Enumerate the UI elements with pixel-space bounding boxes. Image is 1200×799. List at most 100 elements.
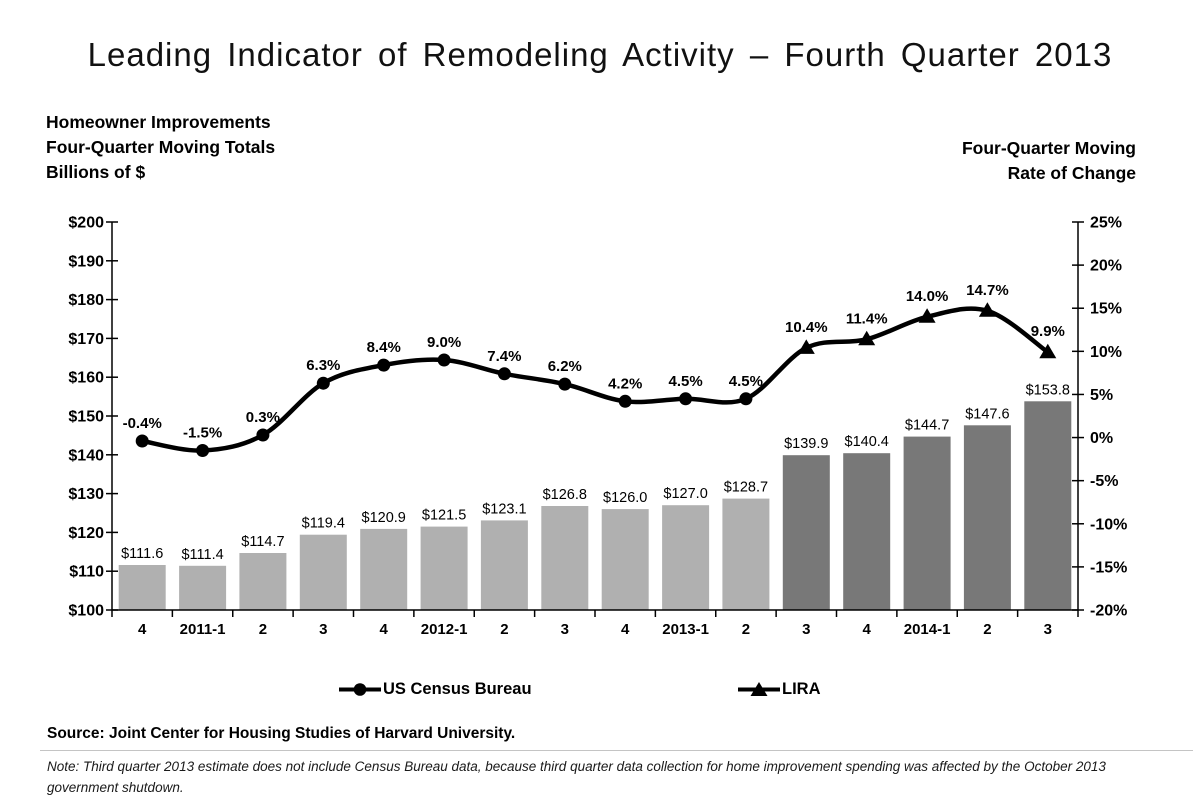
bar-value-label: $126.0: [603, 490, 647, 506]
right-axis-tick-label: -20%: [1090, 603, 1127, 620]
bar-value-label: $144.7: [905, 418, 949, 434]
right-axis-tick-label: 10%: [1090, 344, 1122, 361]
legend-label-us-census-bureau: US Census Bureau: [383, 679, 532, 698]
bar-value-label: $120.9: [362, 510, 406, 526]
line-marker-circle: [618, 394, 632, 408]
x-axis-label: 2: [259, 621, 267, 638]
rate-line-series: -0.4% -1.5% 0.3% 6.3% 8.4% 9.0% 7.4% 6.2% 4.2% 4.…: [123, 282, 1065, 457]
bar-value-label: $111.4: [181, 547, 223, 563]
rate-value-label: -1.5%: [183, 425, 222, 442]
x-axis-label: 2: [500, 621, 508, 638]
left-axis-tick-label: $190: [68, 253, 104, 270]
rate-value-label: 4.5%: [729, 373, 763, 390]
bar: [239, 553, 287, 610]
x-axis-label: 2011-1: [180, 621, 226, 638]
line-marker-circle: [316, 376, 330, 390]
right-axis-tick-label: -10%: [1090, 516, 1127, 533]
bar-value-label: $128.7: [724, 480, 768, 496]
x-axis-label: 3: [802, 621, 810, 638]
bar: [601, 509, 649, 610]
bars-group: $111.6 $111.4 $114.7 $119.4 $120.9 $121.5 $123…: [118, 382, 1072, 610]
left-axis-header-line3: Billions of $: [46, 162, 146, 182]
bar-value-label: $114.7: [241, 534, 284, 550]
rate-value-label: -0.4%: [123, 415, 162, 432]
bar-value-label: $153.8: [1026, 382, 1070, 398]
bar: [662, 505, 710, 610]
x-axis-label: 4: [863, 621, 872, 638]
line-marker-triangle: [918, 308, 936, 323]
right-axis-header-line2: Rate of Change: [1007, 163, 1136, 183]
line-marker-triangle: [797, 339, 815, 354]
left-axis-tick-label: $120: [68, 525, 104, 542]
rate-value-label: 4.5%: [668, 373, 702, 390]
line-marker-triangle: [1039, 343, 1057, 359]
x-axis-label: 2: [742, 621, 750, 638]
legend-item-us-census-bureau: US Census Bureau: [338, 679, 532, 699]
right-axis-tick-label: 15%: [1090, 301, 1122, 318]
bar: [541, 506, 589, 610]
left-axis-tick-label: $200: [68, 215, 104, 232]
bar: [179, 565, 227, 610]
x-axis-label: 3: [319, 621, 327, 638]
bar-value-label: $111.6: [121, 546, 163, 562]
line-marker-circle: [497, 367, 511, 381]
line-marker-circle: [739, 392, 753, 406]
rate-value-label: 4.2%: [608, 375, 642, 392]
rate-value-label: 6.2%: [548, 358, 582, 375]
rate-value-label: 8.4%: [367, 339, 401, 356]
right-axis-header-line1: Four-Quarter Moving: [961, 138, 1136, 158]
lira-line-triangle-icon: [738, 681, 780, 696]
line-marker-circle: [135, 434, 149, 448]
rate-value-label: 14.0%: [906, 288, 949, 305]
right-axis-tick-label: 5%: [1090, 387, 1113, 404]
bar: [118, 565, 166, 610]
bar: [1024, 401, 1072, 610]
chart-title: Leading Indicator of Remodeling Activity…: [87, 36, 1113, 73]
rate-value-label: 9.9%: [1031, 323, 1065, 340]
note-text: Note: Third quarter 2013 estimate does n…: [47, 759, 1106, 795]
rate-value-label: 11.4%: [846, 310, 888, 327]
right-axis-header: Four-Quarter Moving Rate of Change: [962, 136, 1136, 186]
line-marker-circle: [196, 444, 210, 457]
right-axis-tick-label: 20%: [1090, 258, 1122, 275]
line-marker-triangle: [858, 330, 876, 346]
right-axis-tick-label: -5%: [1090, 473, 1118, 490]
x-axis-label: 2012-1: [421, 621, 468, 638]
left-axis-tick-label: $110: [69, 564, 104, 581]
x-axis-label: 2014-1: [904, 621, 951, 638]
bar-value-label: $123.1: [482, 501, 526, 517]
x-axis-label: 2013-1: [662, 621, 709, 638]
line-marker-circle: [437, 353, 451, 367]
bar-value-label: $140.4: [845, 434, 889, 450]
rate-value-label: 0.3%: [246, 409, 280, 426]
left-axis-header-line1: Homeowner Improvements: [46, 112, 271, 132]
bar: [480, 520, 528, 610]
bar-value-label: $119.4: [302, 516, 345, 532]
x-axis-label: 4: [621, 621, 630, 638]
bar: [722, 498, 770, 610]
line-marker-triangle: [978, 302, 996, 317]
rate-value-label: 14.7%: [966, 282, 1009, 299]
bar: [299, 534, 347, 610]
bar-value-label: $121.5: [422, 508, 466, 524]
right-axis-tick-label: 25%: [1090, 215, 1122, 232]
x-axis-label: 2: [983, 621, 991, 638]
bar: [843, 453, 891, 610]
left-axis-tick-label: $160: [68, 370, 104, 387]
left-axis-tick-label: $140: [68, 447, 104, 464]
bar-value-label: $126.8: [543, 487, 587, 503]
bar: [782, 455, 830, 610]
bar: [963, 425, 1011, 610]
left-axis-header: Homeowner Improvements Four-Quarter Movi…: [46, 110, 275, 185]
rate-value-label: 7.4%: [487, 348, 521, 365]
bar: [903, 436, 951, 610]
rate-value-label: 6.3%: [306, 357, 340, 374]
bar: [360, 528, 408, 610]
x-axis-label: 3: [1044, 621, 1052, 638]
footer-divider: [40, 750, 1193, 751]
bar-value-label: $127.0: [663, 486, 707, 502]
bar-value-label: $139.9: [784, 436, 828, 452]
right-axis-tick-label: -15%: [1090, 559, 1127, 576]
